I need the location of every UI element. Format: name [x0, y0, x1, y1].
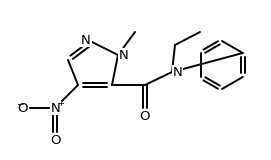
Text: O: O — [140, 110, 150, 123]
Text: O: O — [50, 134, 60, 147]
Text: N: N — [119, 48, 129, 61]
Text: N: N — [173, 65, 183, 79]
Text: +: + — [57, 99, 64, 108]
Text: N: N — [81, 33, 91, 47]
Text: O: O — [18, 101, 28, 115]
Text: −: − — [16, 100, 24, 108]
Text: N: N — [51, 101, 61, 115]
